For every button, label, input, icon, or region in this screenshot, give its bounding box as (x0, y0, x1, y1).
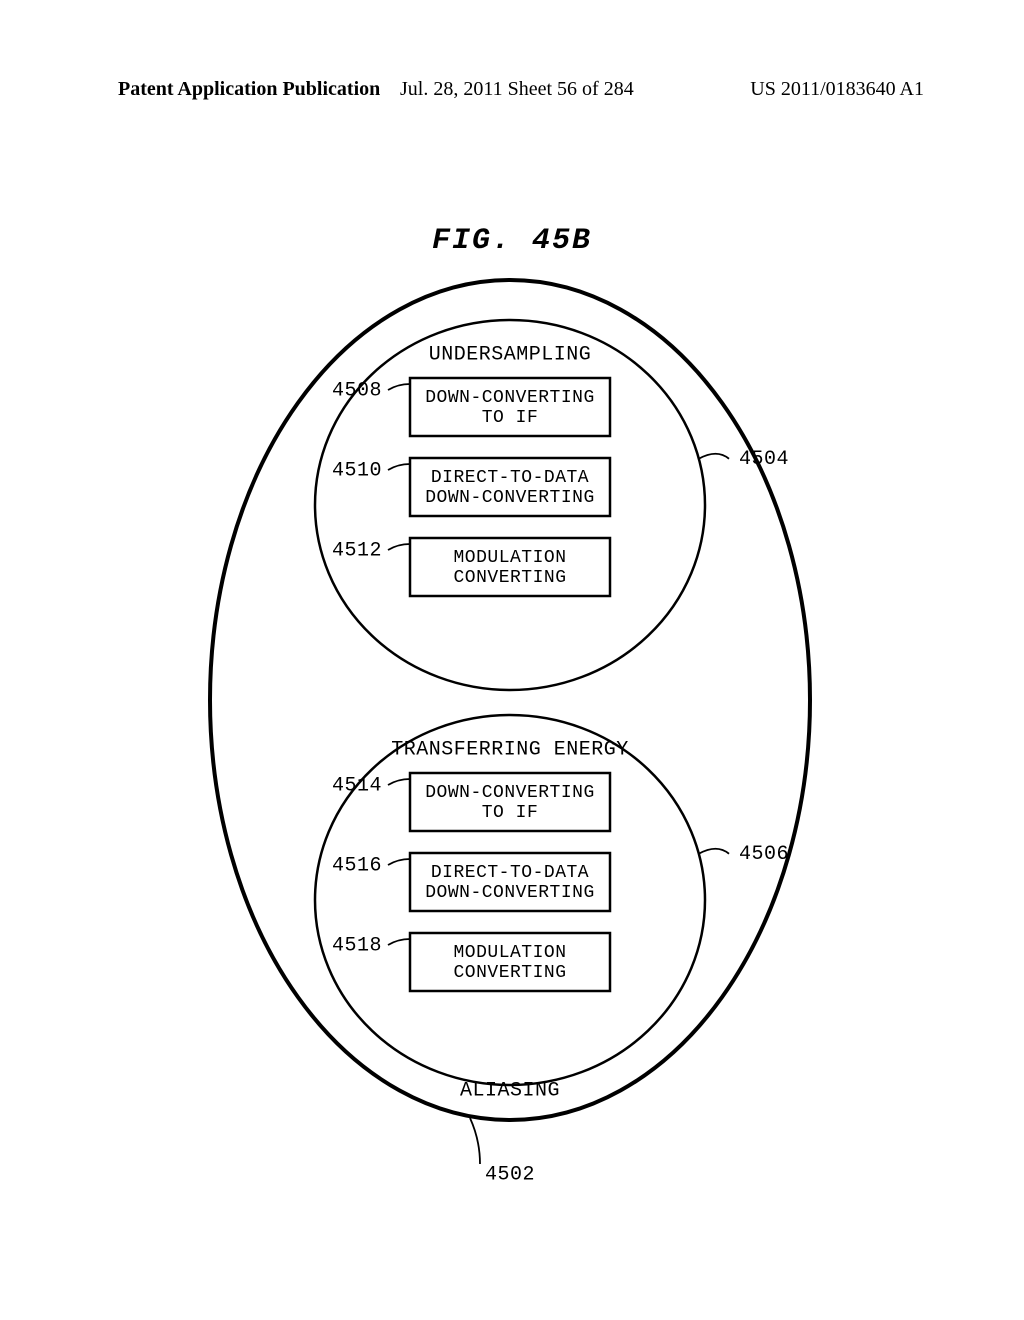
lower-box-4518-line1: CONVERTING (453, 963, 566, 983)
upper-box-4512-line0: MODULATION (453, 548, 566, 568)
lower-box-4516-line1: DOWN-CONVERTING (425, 883, 595, 903)
header-left: Patent Application Publication (118, 78, 380, 101)
outer-label: ALIASING (460, 1079, 560, 1102)
upper-box-4510-line0: DIRECT-TO-DATA (431, 468, 589, 488)
ref-4510: 4510 (332, 459, 382, 482)
leader-4506 (699, 849, 729, 854)
leader-4508 (388, 384, 410, 390)
ref-4512: 4512 (332, 539, 382, 562)
header-mid: Jul. 28, 2011 Sheet 56 of 284 (400, 78, 634, 101)
ref-4504: 4504 (739, 448, 789, 471)
upper-box-4510-line1: DOWN-CONVERTING (425, 488, 595, 508)
page: Patent Application Publication Jul. 28, … (0, 0, 1024, 1320)
ref-4502: 4502 (485, 1163, 535, 1186)
lower-box-4514-line0: DOWN-CONVERTING (425, 783, 595, 803)
lower-box-4518-line0: MODULATION (453, 943, 566, 963)
leader-4514 (388, 779, 410, 785)
upper-box-4508-line0: DOWN-CONVERTING (425, 388, 595, 408)
lower-box-4514-line1: TO IF (482, 803, 539, 823)
leader-4518 (388, 939, 410, 945)
figure-title: FIG. 45B (0, 224, 1024, 258)
leader-4504 (699, 454, 729, 459)
ref-4508: 4508 (332, 379, 382, 402)
leader-4502 (470, 1118, 480, 1164)
ref-4518: 4518 (332, 934, 382, 957)
leader-4510 (388, 464, 410, 470)
ref-4506: 4506 (739, 843, 789, 866)
lower-label: TRANSFERRING ENERGY (391, 738, 629, 761)
leader-4512 (388, 544, 410, 550)
lower-box-4516-line0: DIRECT-TO-DATA (431, 863, 589, 883)
upper-box-4508-line1: TO IF (482, 408, 539, 428)
header-right: US 2011/0183640 A1 (750, 78, 924, 101)
ref-4516: 4516 (332, 854, 382, 877)
diagram: UNDERSAMPLINGDOWN-CONVERTINGTO IF4508DIR… (150, 260, 870, 1220)
upper-label: UNDERSAMPLING (429, 343, 592, 366)
leader-4516 (388, 859, 410, 865)
upper-box-4512-line1: CONVERTING (453, 568, 566, 588)
ref-4514: 4514 (332, 774, 382, 797)
